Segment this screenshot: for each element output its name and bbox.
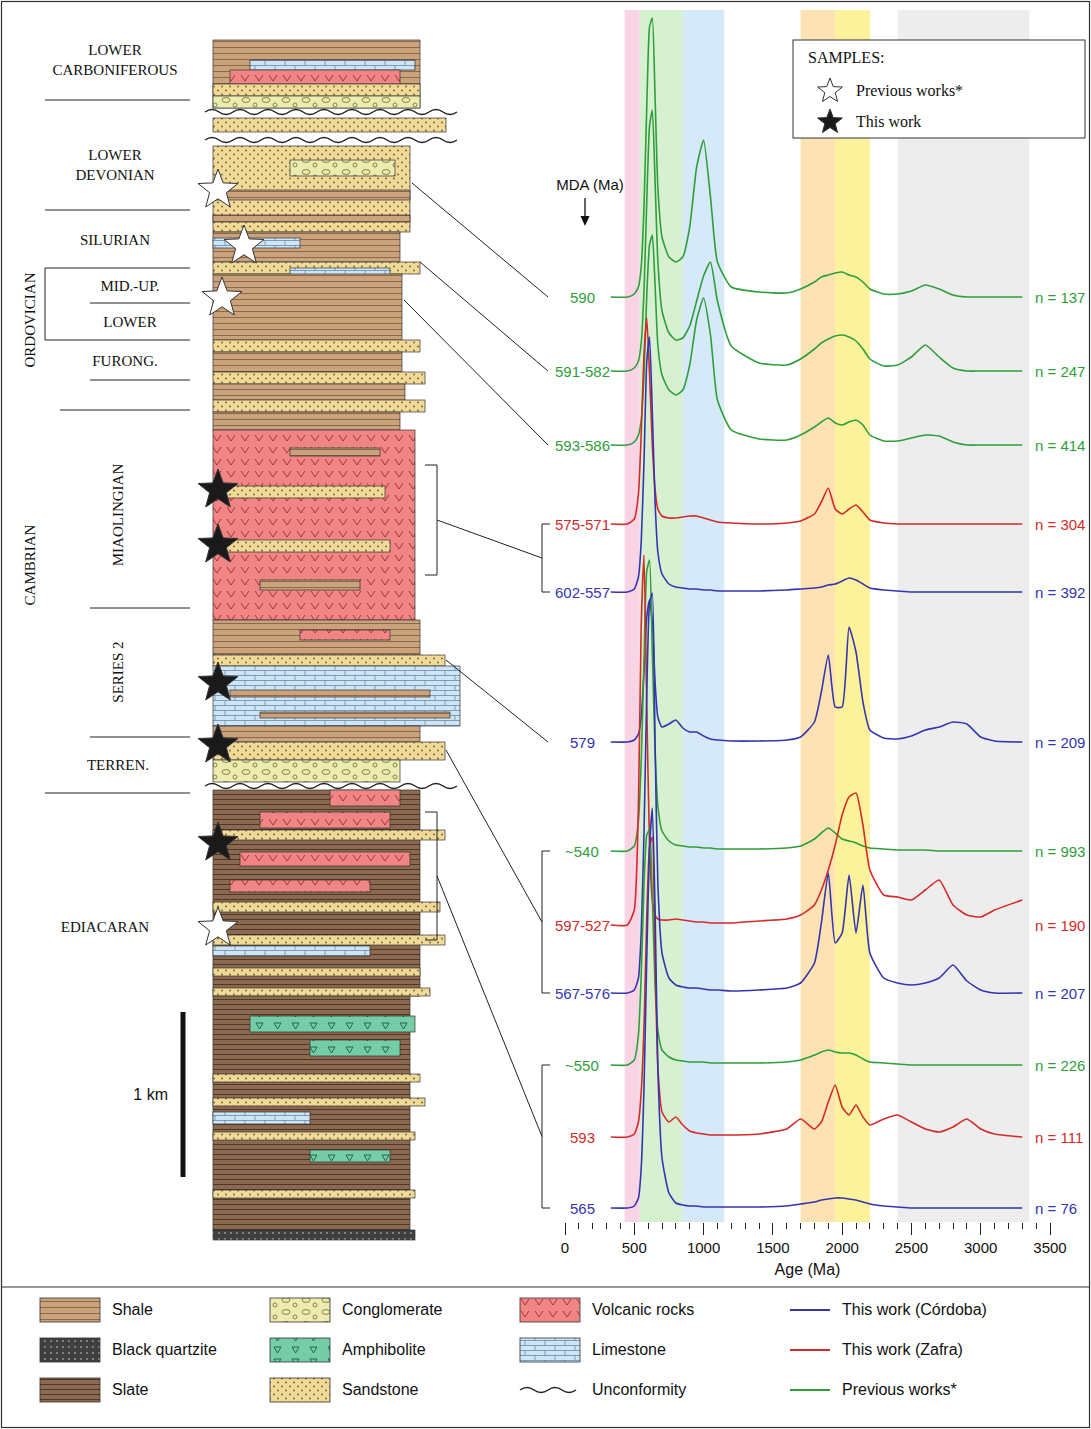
svg-text:n = 392: n = 392 bbox=[1035, 584, 1085, 601]
svg-text:SAMPLES:: SAMPLES: bbox=[808, 49, 884, 66]
svg-text:~550: ~550 bbox=[565, 1057, 599, 1074]
svg-text:Conglomerate: Conglomerate bbox=[342, 1301, 443, 1318]
svg-text:LOWER: LOWER bbox=[103, 314, 156, 330]
svg-text:597-527: 597-527 bbox=[555, 917, 610, 934]
svg-text:This work (Córdoba): This work (Córdoba) bbox=[842, 1301, 987, 1318]
svg-text:565: 565 bbox=[570, 1200, 595, 1217]
svg-text:n = 137: n = 137 bbox=[1035, 289, 1085, 306]
svg-text:MIAOLINGIAN: MIAOLINGIAN bbox=[110, 464, 126, 567]
svg-text:ORDOVICIAN: ORDOVICIAN bbox=[22, 272, 38, 367]
svg-text:LOWERDEVONIAN: LOWERDEVONIAN bbox=[75, 147, 154, 183]
svg-text:SILURIAN: SILURIAN bbox=[80, 232, 150, 248]
svg-text:SERIES 2: SERIES 2 bbox=[110, 641, 126, 702]
svg-text:1000: 1000 bbox=[687, 1239, 720, 1256]
svg-text:n = 226: n = 226 bbox=[1035, 1057, 1085, 1074]
svg-text:1 km: 1 km bbox=[133, 1086, 168, 1103]
svg-text:n = 111: n = 111 bbox=[1035, 1129, 1083, 1146]
svg-text:579: 579 bbox=[570, 734, 595, 751]
svg-text:Sandstone: Sandstone bbox=[342, 1381, 419, 1398]
svg-text:590: 590 bbox=[570, 289, 595, 306]
svg-text:567-576: 567-576 bbox=[555, 985, 610, 1002]
svg-text:~540: ~540 bbox=[565, 843, 599, 860]
svg-text:500: 500 bbox=[622, 1239, 647, 1256]
svg-text:Amphibolite: Amphibolite bbox=[342, 1341, 426, 1358]
svg-text:n = 76: n = 76 bbox=[1035, 1200, 1077, 1217]
svg-text:0: 0 bbox=[561, 1239, 569, 1256]
svg-text:2500: 2500 bbox=[895, 1239, 928, 1256]
svg-text:Shale: Shale bbox=[112, 1301, 153, 1318]
svg-text:1500: 1500 bbox=[756, 1239, 789, 1256]
svg-text:n = 247: n = 247 bbox=[1035, 363, 1085, 380]
svg-text:593: 593 bbox=[570, 1129, 595, 1146]
svg-text:n = 209: n = 209 bbox=[1035, 734, 1085, 751]
svg-text:593-586: 593-586 bbox=[555, 437, 610, 454]
svg-text:FURONG.: FURONG. bbox=[92, 353, 157, 369]
svg-text:Slate: Slate bbox=[112, 1381, 149, 1398]
svg-text:EDIACARAN: EDIACARAN bbox=[61, 919, 149, 935]
svg-text:CAMBRIAN: CAMBRIAN bbox=[22, 524, 38, 605]
svg-text:n = 190: n = 190 bbox=[1035, 917, 1085, 934]
svg-text:Previous works*: Previous works* bbox=[856, 82, 963, 99]
svg-text:602-557: 602-557 bbox=[555, 584, 610, 601]
svg-text:n = 207: n = 207 bbox=[1035, 985, 1085, 1002]
svg-text:n = 414: n = 414 bbox=[1035, 437, 1085, 454]
svg-text:n = 304: n = 304 bbox=[1035, 516, 1085, 533]
svg-text:LOWERCARBONIFEROUS: LOWERCARBONIFEROUS bbox=[52, 42, 177, 78]
svg-text:This work (Zafra): This work (Zafra) bbox=[842, 1341, 963, 1358]
svg-text:3000: 3000 bbox=[964, 1239, 997, 1256]
svg-text:Unconformity: Unconformity bbox=[592, 1381, 686, 1398]
svg-text:Previous works*: Previous works* bbox=[842, 1381, 957, 1398]
svg-text:Age (Ma): Age (Ma) bbox=[775, 1261, 841, 1278]
svg-text:3500: 3500 bbox=[1033, 1239, 1066, 1256]
svg-text:575-571: 575-571 bbox=[555, 516, 610, 533]
svg-text:591-582: 591-582 bbox=[555, 363, 610, 380]
svg-text:MDA (Ma): MDA (Ma) bbox=[556, 176, 624, 193]
svg-text:This work: This work bbox=[856, 113, 921, 130]
svg-text:Black quartzite: Black quartzite bbox=[112, 1341, 217, 1358]
svg-text:Limestone: Limestone bbox=[592, 1341, 666, 1358]
svg-text:Volcanic rocks: Volcanic rocks bbox=[592, 1301, 694, 1318]
svg-text:TERREN.: TERREN. bbox=[87, 757, 149, 773]
svg-text:2000: 2000 bbox=[825, 1239, 858, 1256]
svg-text:n = 993: n = 993 bbox=[1035, 843, 1085, 860]
svg-text:MID.-UP.: MID.-UP. bbox=[100, 278, 159, 294]
